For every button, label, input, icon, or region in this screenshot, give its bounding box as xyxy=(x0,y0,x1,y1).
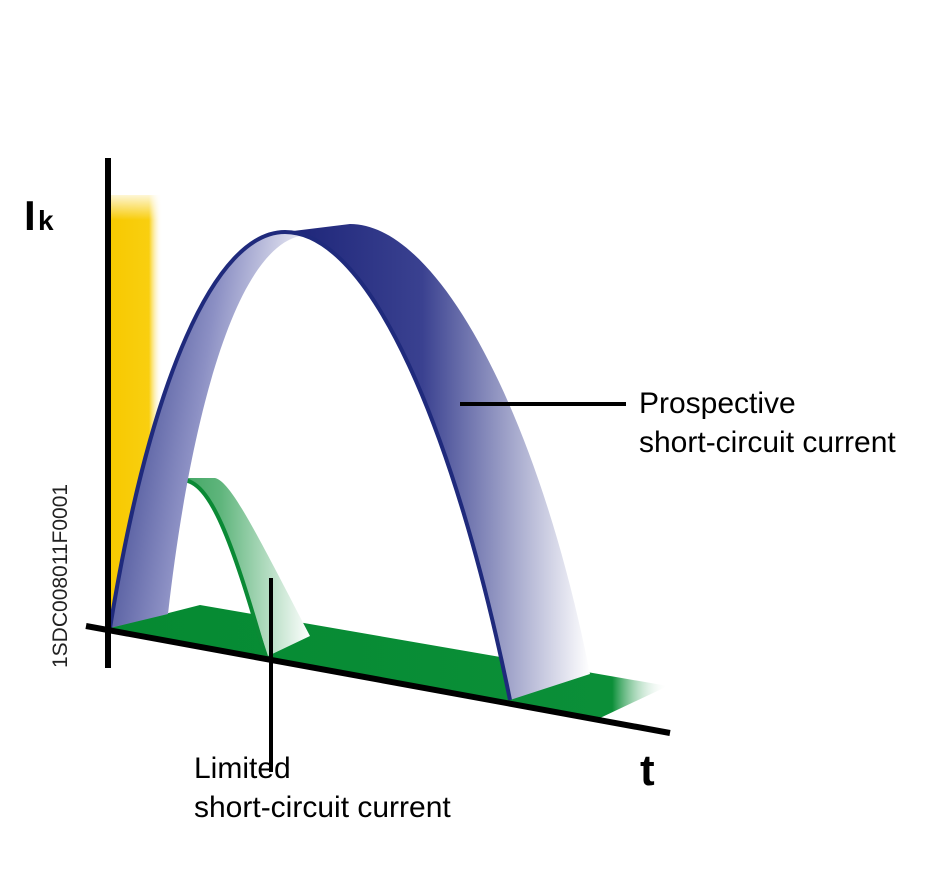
figure-code: 1SDC008011F0001 xyxy=(49,484,72,668)
prospective-rise xyxy=(110,232,300,628)
prospective-arch xyxy=(108,224,590,701)
yellow-fade xyxy=(108,190,168,220)
prospective-label: Prospective xyxy=(639,387,796,420)
y-axis-label: I xyxy=(24,192,36,239)
x-axis-label: t xyxy=(640,746,655,795)
x-axis xyxy=(85,623,671,736)
limited-label: Limited xyxy=(194,752,291,785)
prospective-fall xyxy=(285,224,590,700)
prospective-edge xyxy=(108,229,512,701)
limited-label: short-circuit current xyxy=(194,791,451,824)
limited-arch-fill xyxy=(112,478,310,656)
prospective-label: short-circuit current xyxy=(639,426,896,459)
y-axis-label-subscript: k xyxy=(38,205,54,236)
